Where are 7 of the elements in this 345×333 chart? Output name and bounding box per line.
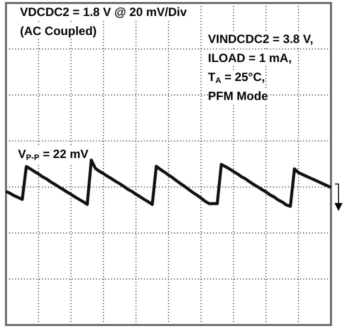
text: PFM Mode <box>208 89 268 103</box>
text: VINDCDC2 = 3.8 V, <box>208 32 314 46</box>
text: ILOAD = 1 mA, <box>208 51 292 65</box>
text: VDCDC2 = 1.8 V @ 20 mV/Div <box>20 5 187 19</box>
text: T$_{A}$ = 25°C, <box>208 70 265 88</box>
text: (AC Coupled) <box>20 24 97 38</box>
annotation: V$_{P-P}$ = 22 mV <box>18 147 88 165</box>
